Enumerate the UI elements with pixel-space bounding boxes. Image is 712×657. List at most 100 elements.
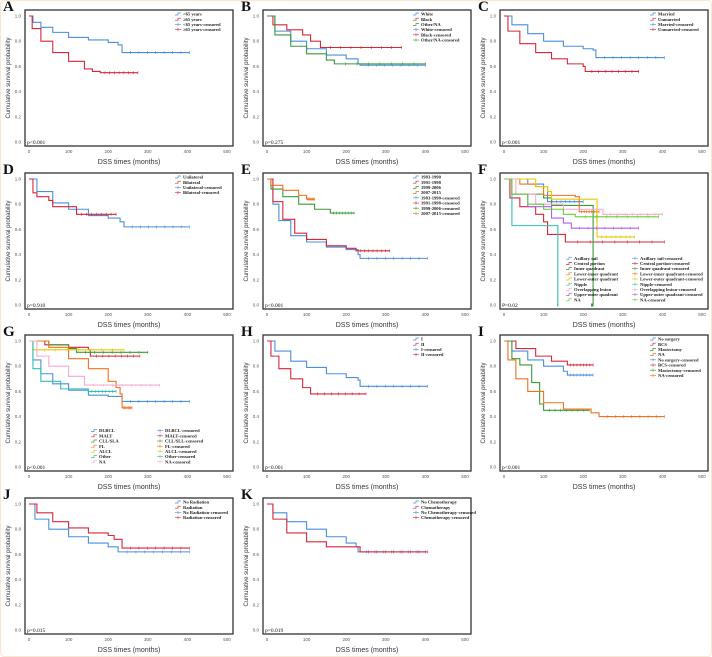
- legend-swatch-line: [566, 293, 572, 296]
- legend-entry: Unilateral: [175, 175, 204, 180]
- x-tick-label: 500: [461, 637, 469, 642]
- legend-label: 1983-1990: [421, 175, 442, 180]
- km-plot: 0.0 0.2 0.4 0.6 0.8 1.0 0 100 200 300 400 500 DSS ti…: [244, 497, 476, 654]
- legend-swatch-line: [650, 353, 656, 356]
- legend-label: Lower-inner quadrant: [574, 271, 618, 276]
- y-tick-label: 0.4: [253, 577, 260, 582]
- legend-entry: NA-censored: [650, 373, 684, 378]
- p-value: p<0.001: [265, 465, 283, 471]
- x-tick-label: 400: [184, 637, 192, 642]
- x-tick-label: 500: [223, 149, 231, 154]
- legend-swatch-line: [566, 256, 572, 260]
- legend-label: NA: [574, 297, 581, 302]
- legend-label: MALT: [99, 433, 112, 438]
- panel-letter: I: [478, 324, 484, 340]
- x-tick-label: 500: [461, 149, 469, 154]
- legend-entry: I: [413, 337, 423, 342]
- legend-entry: No Chemotherapy-censored: [413, 510, 476, 515]
- y-tick-label: 0.0: [253, 140, 260, 145]
- x-tick-label: 0: [28, 312, 31, 317]
- legend-entry: II: [413, 342, 425, 347]
- x-tick-label: 500: [698, 149, 706, 154]
- legend-label: Nipple-censored: [640, 282, 672, 287]
- plot-frame: [262, 497, 472, 635]
- plot-frame: [262, 334, 472, 472]
- legend-entry: 1991-1998: [413, 180, 442, 185]
- legend-entry: Other/NA: [413, 22, 441, 27]
- legend-label: No Chemotherapy-censored: [421, 510, 476, 515]
- y-tick-label: 1.0: [253, 177, 260, 182]
- legend-label: Married-censored: [658, 22, 694, 27]
- y-tick-label: 0.6: [253, 227, 260, 232]
- legend-label: No Chemotherapy: [421, 500, 458, 505]
- y-tick-label: 0.8: [253, 364, 260, 369]
- km-plot: 0.0 0.2 0.4 0.6 0.8 1.0 0 100 200 300 400 500 DSS ti…: [6, 9, 234, 166]
- legend-swatch-line: [566, 262, 572, 265]
- x-tick-label: 300: [144, 312, 152, 317]
- x-tick-label: 200: [342, 312, 350, 317]
- legend-entry: ≥65 years: [175, 17, 202, 22]
- legend-entry: Inner quadrant: [566, 266, 605, 271]
- y-tick-label: 0.4: [490, 252, 497, 257]
- y-tick-label: 1.0: [15, 177, 22, 182]
- legend-label: MALT-censored: [165, 433, 197, 438]
- x-tick-label: 300: [382, 637, 390, 642]
- legend-label: Lower-outer quadrant-censored: [640, 277, 703, 282]
- y-tick-label: 1.0: [490, 14, 497, 19]
- x-axis-title: DSS times (months): [98, 647, 161, 654]
- panel-g: G 0.0 0.2 0.4 0.6 0.8 1.0 0 100 200 300 400 500 DSS t…: [1, 324, 238, 492]
- p-value: p=0.019: [265, 628, 283, 634]
- y-axis-title: Cumulative survival probability: [6, 362, 12, 443]
- legend-label: ALCL-censored: [165, 449, 197, 454]
- y-tick-label: 0.0: [15, 465, 22, 470]
- legend-label: Radiation: [183, 505, 203, 510]
- legend-entry: Radiation: [175, 505, 203, 510]
- km-plot: 0.0 0.2 0.4 0.6 0.8 1.0 0 100 200 300 400 500 DSS ti…: [6, 334, 234, 491]
- survival-curve: [29, 340, 140, 357]
- legend-entry: White-censored: [413, 27, 452, 32]
- legend-entry: <65 years: [175, 12, 202, 17]
- legend-swatch-line: [91, 434, 97, 438]
- legend-label: 1991-1998-censored: [421, 201, 460, 206]
- survival-curve: [267, 178, 355, 214]
- survival-curve: [267, 178, 428, 259]
- legend-swatch-line: [175, 180, 181, 184]
- legend-swatch-line: [566, 267, 572, 270]
- survival-curve: [29, 503, 190, 553]
- y-tick-label: 0.2: [253, 602, 260, 607]
- legend-swatch-line: [566, 282, 572, 286]
- legend-entry: No surgery-censored: [650, 357, 699, 362]
- x-tick-label: 400: [422, 637, 430, 642]
- x-tick-label: 0: [503, 149, 506, 154]
- legend-swatch-line: [91, 439, 97, 443]
- legend-entry: Axillary tail-censored: [632, 256, 683, 261]
- x-tick-label: 0: [503, 474, 506, 479]
- legend-label: 1991-1998: [421, 180, 442, 185]
- legend-label: Inner quadrant: [574, 266, 605, 271]
- p-value: p=0.910: [27, 303, 45, 309]
- km-plot: 0.0 0.2 0.4 0.6 0.8 1.0 0 100 200 300 400 500 DSS ti…: [244, 9, 472, 166]
- x-tick-label: 200: [104, 312, 112, 317]
- legend-entry: No Radiation-censored: [175, 510, 228, 515]
- legend-entry: Chemotherapy: [413, 505, 451, 510]
- legend-entry: 1999-2006-censored: [413, 206, 460, 211]
- x-axis-title: DSS times (months): [336, 647, 399, 654]
- plot-frame: [262, 172, 472, 310]
- legend-entry: ≥65 years-censored: [175, 27, 221, 32]
- legend-entry: Upper-outer quadrant-censored: [632, 292, 703, 297]
- legend-entry: Nipple-censored: [632, 282, 672, 287]
- x-tick-label: 500: [698, 312, 706, 317]
- legend-label: Unilateral-censored: [183, 185, 222, 190]
- km-plot: 0.0 0.2 0.4 0.6 0.8 1.0 0 100 200 300 400 500 DSS ti…: [6, 497, 234, 654]
- legend-label: BCS: [658, 342, 667, 347]
- y-tick-label: 0.2: [15, 602, 22, 607]
- survival-curve: [29, 340, 160, 386]
- y-tick-label: 0.6: [253, 552, 260, 557]
- legend-entry: White: [413, 12, 433, 17]
- y-tick-label: 0.6: [490, 64, 497, 69]
- x-tick-label: 200: [342, 474, 350, 479]
- y-tick-label: 0.6: [15, 552, 22, 557]
- y-axis-title: Cumulative survival probability: [481, 37, 487, 118]
- legend-label: White: [421, 12, 433, 17]
- legend-swatch-line: [91, 455, 97, 458]
